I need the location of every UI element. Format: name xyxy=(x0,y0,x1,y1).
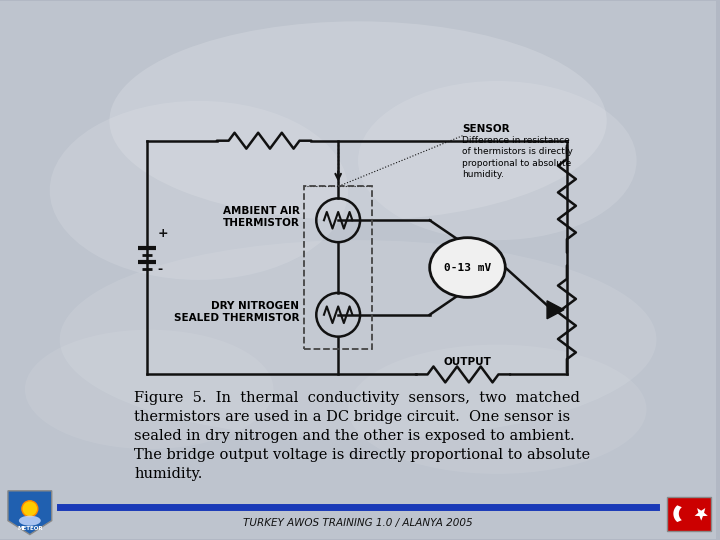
Bar xyxy=(667,497,711,531)
Polygon shape xyxy=(695,508,708,521)
Polygon shape xyxy=(673,505,682,522)
Ellipse shape xyxy=(348,345,647,474)
Text: -: - xyxy=(157,263,162,276)
Ellipse shape xyxy=(19,516,41,525)
Ellipse shape xyxy=(109,22,607,220)
Ellipse shape xyxy=(50,101,348,280)
Bar xyxy=(305,186,372,349)
Polygon shape xyxy=(8,491,52,535)
Ellipse shape xyxy=(430,238,505,298)
Text: Difference in resistance
of thermistors is directly
proportional to absolute
hum: Difference in resistance of thermistors … xyxy=(462,136,573,179)
Text: METEOR: METEOR xyxy=(17,526,42,531)
Text: sealed in dry nitrogen and the other is exposed to ambient.: sealed in dry nitrogen and the other is … xyxy=(134,429,575,443)
Text: DRY NITROGEN
SEALED THERMISTOR: DRY NITROGEN SEALED THERMISTOR xyxy=(174,301,300,323)
Text: SENSOR: SENSOR xyxy=(462,124,510,134)
Text: AMBIENT AIR
THERMISTOR: AMBIENT AIR THERMISTOR xyxy=(222,206,300,228)
Text: +: + xyxy=(157,227,168,240)
Text: humidity.: humidity. xyxy=(134,467,202,481)
Text: thermistors are used in a DC bridge circuit.  One sensor is: thermistors are used in a DC bridge circ… xyxy=(134,410,570,424)
Ellipse shape xyxy=(60,240,657,439)
Text: Figure  5.  In  thermal  conductivity  sensors,  two  matched: Figure 5. In thermal conductivity sensor… xyxy=(134,392,580,406)
Circle shape xyxy=(22,501,37,517)
Text: The bridge output voltage is directly proportional to absolute: The bridge output voltage is directly pr… xyxy=(134,448,590,462)
Text: TURKEY AWOS TRAINING 1.0 / ALANYA 2005: TURKEY AWOS TRAINING 1.0 / ALANYA 2005 xyxy=(243,518,473,528)
Text: OUTPUT: OUTPUT xyxy=(444,356,492,367)
Polygon shape xyxy=(547,301,564,319)
Ellipse shape xyxy=(358,81,636,240)
Text: 0-13 mV: 0-13 mV xyxy=(444,262,491,273)
Ellipse shape xyxy=(25,330,274,449)
